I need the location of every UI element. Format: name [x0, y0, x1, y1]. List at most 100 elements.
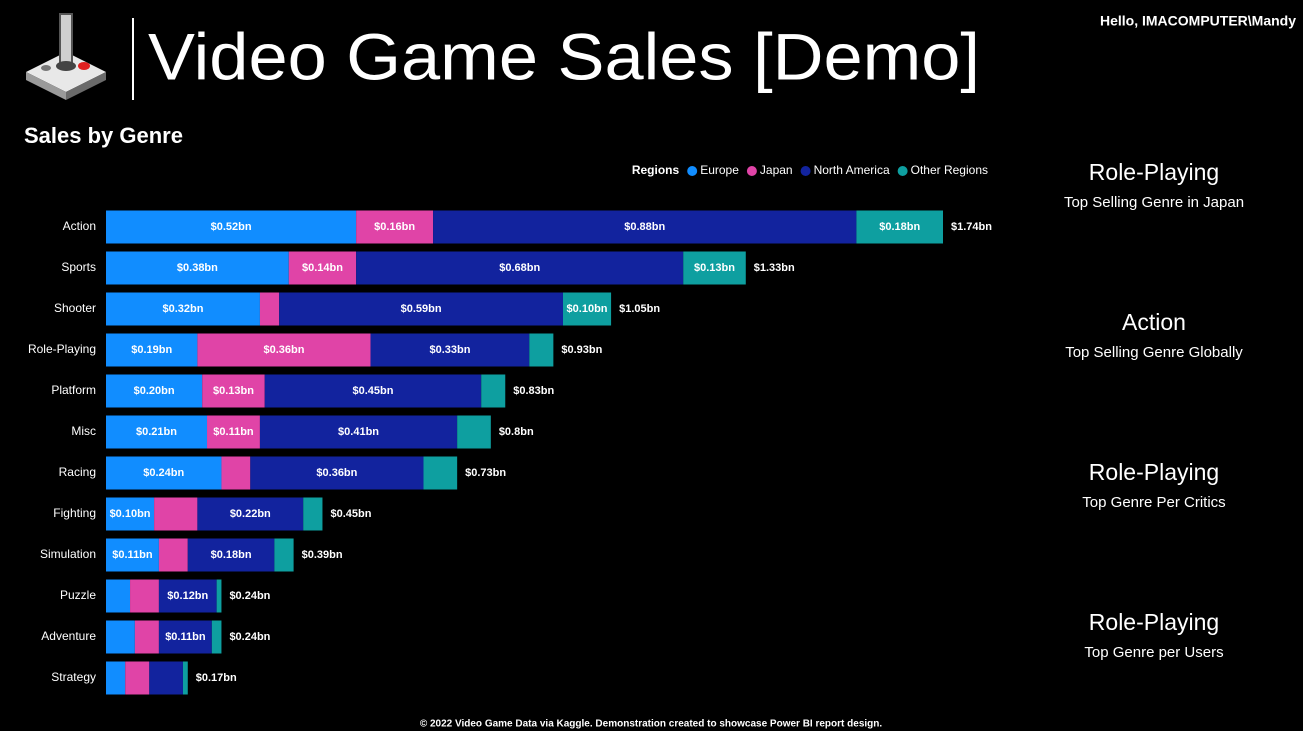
bar-segment [211, 620, 222, 654]
bar-segment [149, 661, 183, 695]
category-label: Action [63, 219, 96, 233]
card-value: Role-Playing [1089, 609, 1219, 635]
category-label: Simulation [40, 547, 96, 561]
bar-segment [187, 538, 275, 572]
bar-segment [279, 292, 563, 326]
total-label: $0.17bn [196, 672, 237, 684]
bar-segment [197, 333, 371, 367]
bar-segment [125, 661, 150, 695]
segment-label: $0.10bn [567, 303, 608, 315]
segment-label: $0.13bn [694, 262, 735, 274]
total-label: $0.24bn [229, 631, 270, 643]
bar-segment [250, 456, 424, 490]
legend-title: Regions [632, 163, 680, 177]
bar-segment [423, 456, 458, 490]
bar-segment [106, 415, 208, 449]
segment-label: $0.22bn [230, 508, 271, 520]
bar-segment [259, 292, 280, 326]
bar-segment [158, 538, 188, 572]
bar-segment [106, 620, 135, 654]
bar-segment [106, 333, 198, 367]
legend-marker [746, 166, 757, 176]
bar-segment [370, 333, 530, 367]
segment-label: $0.21bn [136, 426, 177, 438]
category-label: Role-Playing [28, 342, 96, 356]
bar-segment [274, 538, 294, 572]
bar-segment [202, 374, 265, 408]
segment-label: $0.14bn [302, 262, 343, 274]
segment-label: $0.36bn [316, 467, 357, 479]
bar-segment [562, 292, 612, 326]
card-value: Role-Playing [1089, 459, 1219, 485]
total-label: $1.33bn [754, 262, 795, 274]
card-value: Role-Playing [1089, 159, 1219, 185]
bar-segment [207, 415, 260, 449]
bar-segment [216, 579, 222, 613]
category-label: Misc [71, 424, 96, 438]
bar-segment [130, 579, 159, 613]
segment-label: $0.38bn [177, 262, 218, 274]
category-label: Platform [51, 383, 96, 397]
segment-label: $0.10bn [110, 508, 151, 520]
bar-segment [106, 538, 159, 572]
segment-label: $0.68bn [499, 262, 540, 274]
segment-label: $0.33bn [429, 344, 470, 356]
report-title: Video Game Sales [Demo] [148, 19, 980, 93]
segment-label: $0.16bn [374, 221, 415, 233]
bar-segment [457, 415, 491, 449]
bar-segment [154, 497, 198, 531]
total-label: $0.8bn [499, 426, 534, 438]
category-label: Adventure [41, 629, 96, 643]
segment-label: $0.18bn [879, 221, 920, 233]
bar-segment [106, 579, 131, 613]
segment-label: $0.59bn [401, 303, 442, 315]
footer: © 2022 Video Game Data via Kaggle. Demon… [420, 719, 883, 730]
category-label: Sports [61, 260, 96, 274]
category-label: Racing [59, 465, 96, 479]
segment-label: $0.11bn [165, 631, 206, 643]
bar-segment [182, 661, 188, 695]
bar-segment [106, 210, 357, 244]
card-value: Action [1122, 309, 1186, 335]
category-label: Strategy [51, 670, 96, 684]
legend-marker [687, 166, 698, 176]
bar-segment [106, 497, 155, 531]
bar-segment [356, 210, 434, 244]
legend-marker [897, 166, 908, 176]
card-caption: Top Genre Per Critics [1082, 494, 1225, 511]
segment-label: $0.45bn [352, 385, 393, 397]
legend-label: Europe [700, 163, 739, 177]
card-caption: Top Selling Genre in Japan [1064, 194, 1244, 211]
segment-label: $0.32bn [162, 303, 203, 315]
bar-segment [433, 210, 857, 244]
segment-label: $0.52bn [211, 221, 252, 233]
joystick-icon [26, 13, 106, 100]
total-label: $0.73bn [465, 467, 506, 479]
card-caption: Top Genre per Users [1084, 644, 1223, 661]
total-label: $0.39bn [302, 549, 343, 561]
bar-segment [221, 456, 251, 490]
bar-segment [197, 497, 304, 531]
segment-label: $0.24bn [143, 467, 184, 479]
bar-segment [856, 210, 943, 244]
category-label: Puzzle [60, 588, 96, 602]
total-label: $0.45bn [330, 508, 371, 520]
segment-label: $0.20bn [134, 385, 175, 397]
segment-label: $0.12bn [167, 590, 208, 602]
legend-label: Japan [760, 163, 793, 177]
legend-marker [800, 166, 811, 176]
bar-segment [106, 374, 203, 408]
category-label: Fighting [53, 506, 96, 520]
legend: Regions Europe Japan North America Other Reg… [632, 163, 988, 177]
chart-title: Sales by Genre [24, 123, 183, 148]
bar-segment [106, 292, 260, 326]
legend-label: Other Regions [911, 163, 988, 177]
bar-segment [158, 620, 212, 654]
bar-segment [106, 661, 126, 695]
bar-segment [134, 620, 159, 654]
bar-segment [259, 415, 458, 449]
greeting: Hello, IMACOMPUTER\Mandy [1100, 13, 1296, 29]
total-label: $0.93bn [561, 344, 602, 356]
bar-segment [264, 374, 482, 408]
